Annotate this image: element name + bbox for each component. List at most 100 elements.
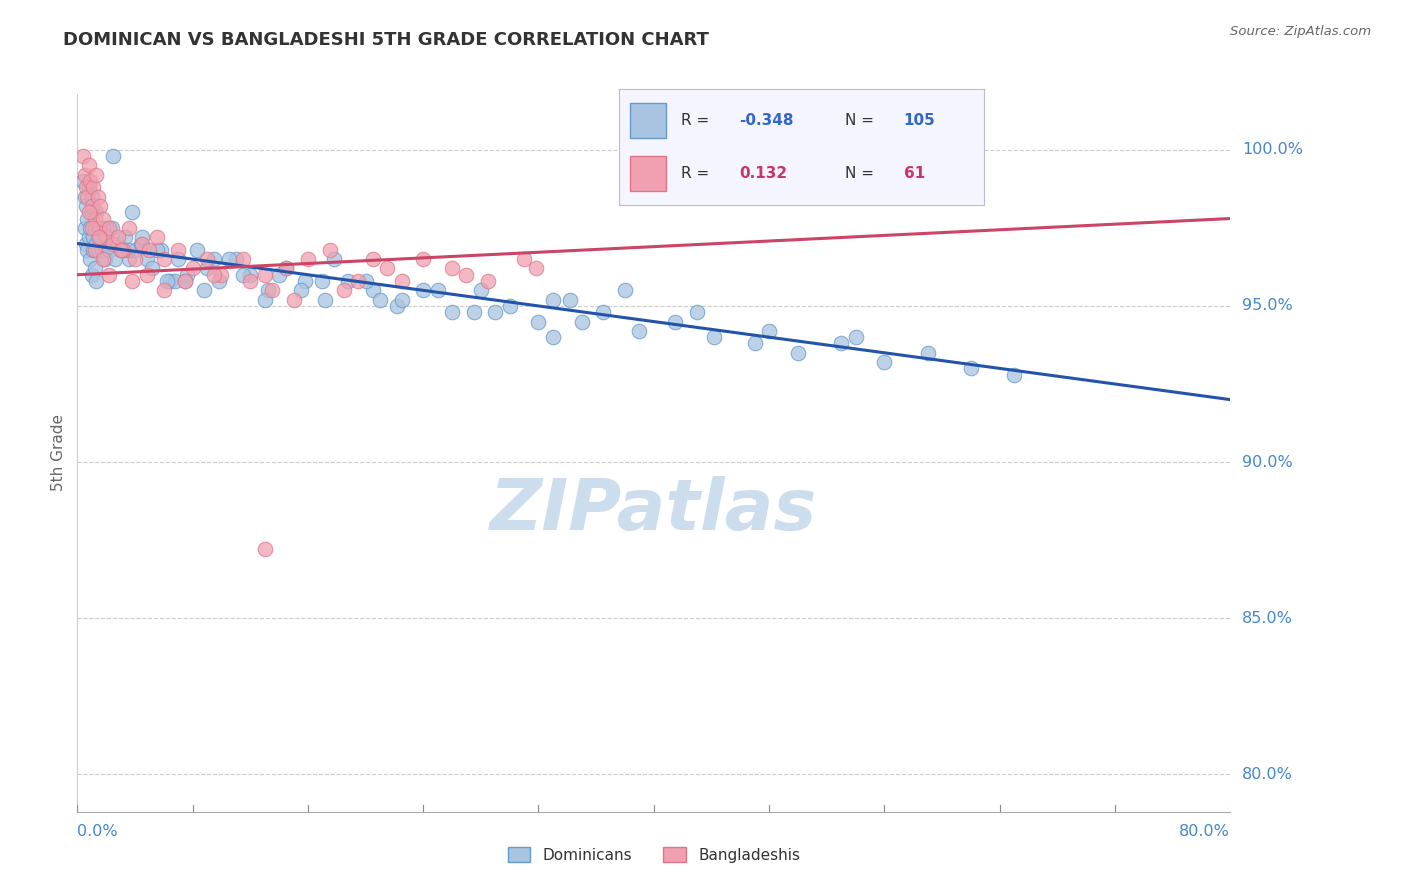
Point — [89, 230, 111, 244]
Point — [112, 243, 135, 257]
Point — [98, 243, 121, 257]
Point — [484, 305, 506, 319]
Text: 100.0%: 100.0% — [1241, 143, 1303, 157]
Point — [297, 252, 319, 266]
Point — [80, 205, 103, 219]
Point — [80, 189, 103, 203]
Point — [614, 284, 637, 298]
Point — [91, 220, 114, 235]
Point — [75, 236, 97, 251]
Point — [441, 261, 464, 276]
Point — [80, 199, 103, 213]
Point — [174, 274, 197, 288]
Text: 0.0%: 0.0% — [77, 824, 118, 839]
Point — [82, 230, 104, 244]
Point — [77, 230, 100, 244]
Point — [174, 274, 197, 288]
Point — [463, 305, 485, 319]
Point — [82, 180, 104, 194]
Point — [176, 268, 198, 282]
Point — [845, 330, 868, 344]
Point — [361, 252, 384, 266]
Point — [145, 230, 167, 244]
Point — [361, 284, 384, 298]
Point — [153, 284, 174, 298]
Point — [787, 345, 810, 359]
Point — [387, 299, 409, 313]
Point — [141, 261, 163, 276]
Point — [114, 230, 136, 244]
Point — [76, 189, 98, 203]
Point — [84, 236, 107, 251]
Point — [83, 243, 105, 257]
Point — [73, 189, 96, 203]
Point — [412, 284, 434, 298]
Point — [391, 274, 413, 288]
Point — [186, 243, 208, 257]
Point — [149, 243, 172, 257]
Point — [79, 252, 101, 266]
Point — [541, 293, 564, 307]
Point — [90, 243, 112, 257]
Point — [76, 243, 98, 257]
Text: Source: ZipAtlas.com: Source: ZipAtlas.com — [1230, 25, 1371, 38]
Point — [83, 211, 105, 226]
Point — [232, 268, 254, 282]
Point — [79, 220, 101, 235]
Point — [96, 230, 118, 244]
Point — [84, 205, 107, 219]
Text: 90.0%: 90.0% — [1241, 455, 1292, 469]
Point — [121, 205, 143, 219]
Point — [477, 274, 499, 288]
Point — [131, 230, 153, 244]
Point — [758, 324, 780, 338]
Point — [110, 243, 132, 257]
Point — [135, 252, 157, 266]
Text: R =: R = — [681, 113, 714, 128]
Text: 0.132: 0.132 — [740, 166, 787, 181]
Point — [101, 220, 124, 235]
Point — [524, 261, 547, 276]
Point — [76, 211, 98, 226]
Point — [83, 220, 105, 235]
Point — [98, 220, 121, 235]
Point — [181, 261, 204, 276]
Point — [91, 211, 114, 226]
Point — [1002, 368, 1025, 382]
Text: 85.0%: 85.0% — [1241, 611, 1292, 625]
Point — [153, 252, 174, 266]
Point — [391, 293, 413, 307]
Point — [253, 268, 276, 282]
Point — [592, 305, 614, 319]
Text: -0.348: -0.348 — [740, 113, 794, 128]
Point — [628, 324, 651, 338]
Point — [103, 236, 125, 251]
Point — [260, 284, 283, 298]
Point — [294, 274, 316, 288]
Text: 61: 61 — [904, 166, 925, 181]
Point — [103, 149, 125, 163]
Point — [333, 284, 356, 298]
Point — [124, 243, 146, 257]
Point — [276, 261, 298, 276]
Point — [124, 252, 146, 266]
Point — [239, 268, 262, 282]
Point — [87, 220, 110, 235]
Point — [96, 230, 118, 244]
Point — [72, 174, 94, 188]
Point — [499, 299, 522, 313]
Point — [159, 274, 181, 288]
Point — [290, 284, 312, 298]
Point — [426, 284, 449, 298]
Point — [571, 314, 593, 328]
Point — [91, 236, 114, 251]
Text: 105: 105 — [904, 113, 935, 128]
Point — [375, 261, 398, 276]
Point — [75, 199, 97, 213]
Point — [283, 293, 305, 307]
Point — [267, 268, 291, 282]
Legend: Dominicans, Bangladeshis: Dominicans, Bangladeshis — [502, 840, 806, 869]
Text: 95.0%: 95.0% — [1241, 299, 1292, 313]
Point — [830, 336, 852, 351]
Point — [218, 252, 240, 266]
